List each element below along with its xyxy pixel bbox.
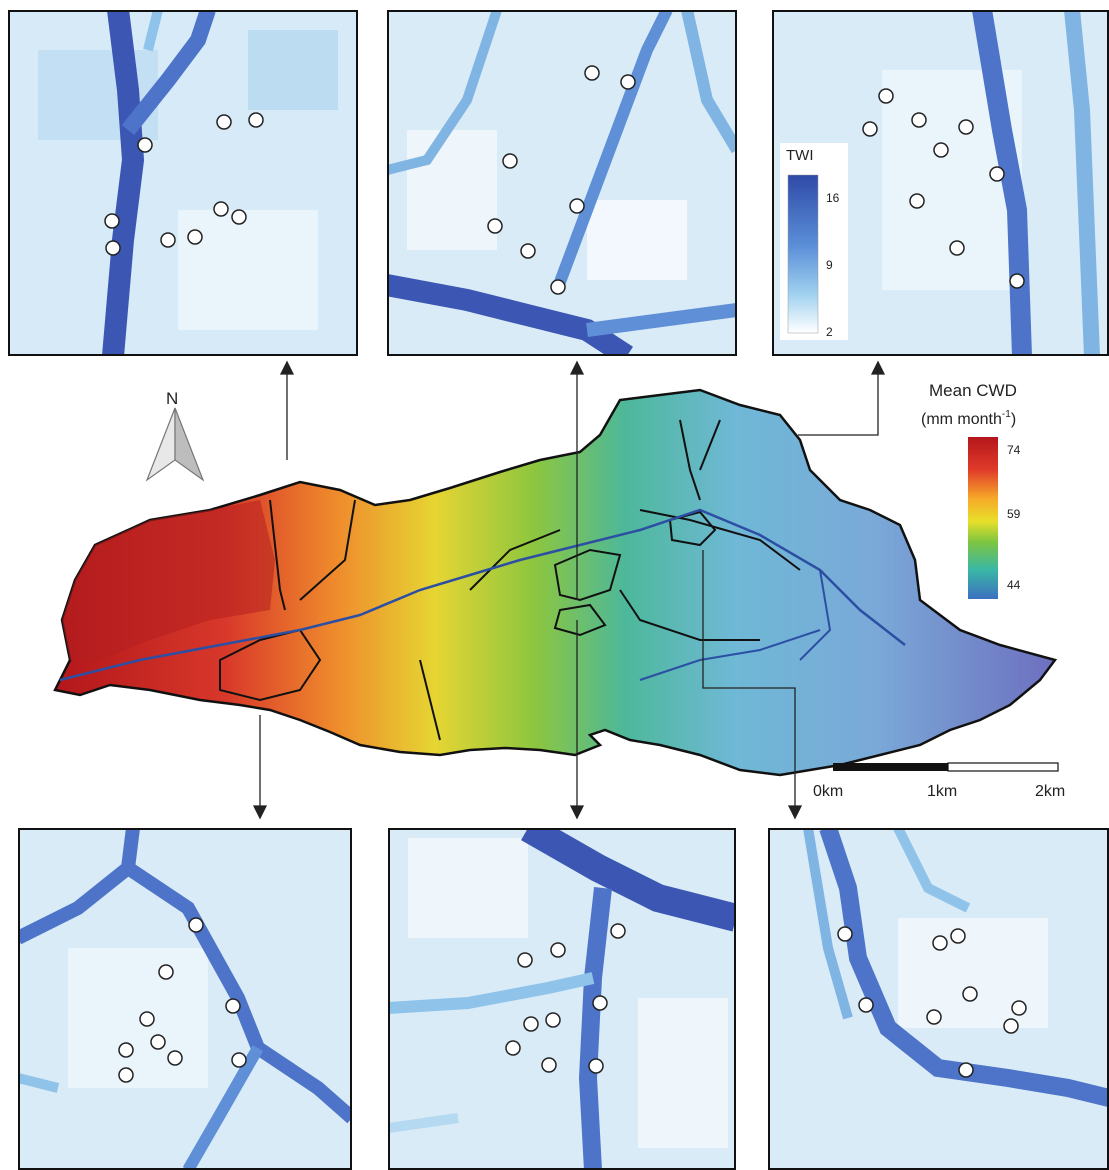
plot-marker <box>592 995 608 1011</box>
plot-marker <box>118 1067 134 1083</box>
plot-marker <box>167 1050 183 1066</box>
plot-marker <box>502 153 518 169</box>
inset-bottom-left <box>18 828 352 1170</box>
cwd-tick-high: 74 <box>1007 443 1021 457</box>
cwd-tick-mid: 59 <box>1007 507 1021 521</box>
watershed-map: N 0km 1km 2km <box>0 360 1109 830</box>
plot-marker <box>878 88 894 104</box>
plot-marker <box>231 1052 247 1068</box>
plot-marker <box>187 229 203 245</box>
plot-marker <box>1011 1000 1027 1016</box>
inset-bottom-middle <box>388 828 736 1170</box>
twi-tick-high: 16 <box>826 191 840 205</box>
plot-marker <box>248 112 264 128</box>
inset-top-left <box>8 10 358 356</box>
cwd-legend-title: Mean CWD <box>929 381 1017 400</box>
plot-marker <box>216 114 232 130</box>
watershed-boundary <box>53 388 1058 777</box>
plot-marker <box>569 198 585 214</box>
plot-marker <box>610 923 626 939</box>
cwd-tick-low: 44 <box>1007 578 1021 592</box>
plot-marker <box>989 166 1005 182</box>
inset-connector-lines <box>252 360 886 820</box>
plot-marker <box>858 997 874 1013</box>
cwd-legend: Mean CWD (mm month-1) 74 59 44 <box>915 378 1105 603</box>
plot-marker <box>588 1058 604 1074</box>
twi-tick-mid: 9 <box>826 258 833 272</box>
plot-marker <box>950 928 966 944</box>
inset-top-middle-map <box>387 10 737 356</box>
twi-tick-low: 2 <box>826 325 833 339</box>
plot-marker <box>550 279 566 295</box>
watershed-map-svg: N 0km 1km 2km <box>53 360 1065 820</box>
plot-marker <box>213 201 229 217</box>
plot-marker <box>523 1016 539 1032</box>
inset-bottom-right <box>768 828 1109 1170</box>
inset-bottom-left-map <box>18 828 352 1170</box>
plot-marker <box>550 942 566 958</box>
plot-marker <box>1009 273 1025 289</box>
plot-marker <box>958 1062 974 1078</box>
plot-marker <box>225 998 241 1014</box>
scale-label-2: 2km <box>1035 783 1065 800</box>
plot-marker <box>911 112 927 128</box>
inset-bottom-middle-map <box>388 828 736 1170</box>
plot-marker <box>104 213 120 229</box>
plot-marker <box>160 232 176 248</box>
plot-marker <box>584 65 600 81</box>
plot-marker <box>139 1011 155 1027</box>
plot-marker <box>158 964 174 980</box>
north-label: N <box>166 389 178 408</box>
plot-marker <box>909 193 925 209</box>
scale-label-0: 0km <box>813 783 843 800</box>
plot-marker <box>862 121 878 137</box>
plot-marker <box>620 74 636 90</box>
plot-marker <box>541 1057 557 1073</box>
plot-marker <box>545 1012 561 1028</box>
plot-marker <box>958 119 974 135</box>
plot-marker <box>505 1040 521 1056</box>
inset-top-middle <box>387 10 737 356</box>
plot-marker <box>520 243 536 259</box>
plot-marker <box>118 1042 134 1058</box>
inset-top-left-map <box>8 10 358 356</box>
twi-legend-title: TWI <box>786 147 814 164</box>
plot-marker <box>926 1009 942 1025</box>
plot-marker <box>231 209 247 225</box>
plot-marker <box>137 137 153 153</box>
plot-marker <box>933 142 949 158</box>
plot-marker <box>837 926 853 942</box>
north-arrow-icon <box>145 407 205 482</box>
plot-marker <box>962 986 978 1002</box>
plot-marker <box>105 240 121 256</box>
twi-legend: TWI 16 9 2 <box>780 143 848 340</box>
cwd-legend-units: (mm month-1) <box>921 409 1016 428</box>
plot-marker <box>487 218 503 234</box>
plot-marker <box>517 952 533 968</box>
cwd-color-ramp <box>968 437 998 599</box>
plot-marker <box>932 935 948 951</box>
plot-marker <box>150 1034 166 1050</box>
plot-marker <box>188 917 204 933</box>
plot-marker <box>1003 1018 1019 1034</box>
twi-color-ramp <box>787 174 819 334</box>
plot-marker <box>949 240 965 256</box>
scale-bar <box>833 762 1059 772</box>
scale-label-1: 1km <box>927 783 957 800</box>
main-stream <box>59 508 906 682</box>
inset-bottom-right-map <box>768 828 1109 1170</box>
